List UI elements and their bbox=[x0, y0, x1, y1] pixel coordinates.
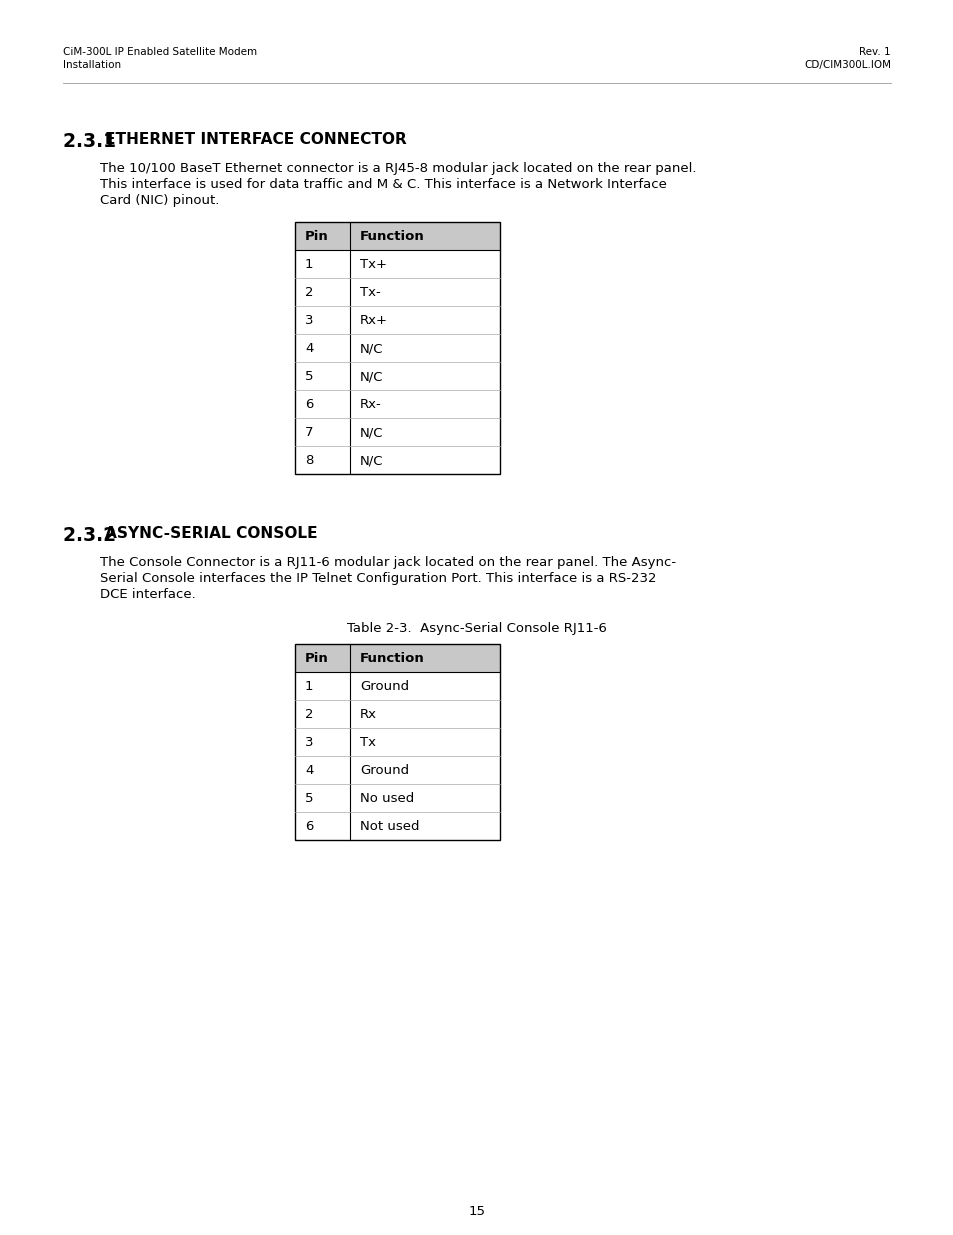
Text: Pin: Pin bbox=[305, 652, 329, 664]
Text: 1: 1 bbox=[305, 680, 314, 693]
Text: Serial Console interfaces the IP Telnet Configuration Port. This interface is a : Serial Console interfaces the IP Telnet … bbox=[100, 572, 656, 585]
Text: The Console Connector is a RJ11-6 modular jack located on the rear panel. The As: The Console Connector is a RJ11-6 modula… bbox=[100, 556, 676, 569]
Text: Tx+: Tx+ bbox=[359, 258, 387, 270]
Text: Installation: Installation bbox=[63, 61, 121, 70]
Text: 4: 4 bbox=[305, 764, 313, 777]
Text: 1: 1 bbox=[305, 258, 314, 270]
Text: Tx-: Tx- bbox=[359, 287, 380, 299]
Text: Function: Function bbox=[359, 652, 424, 664]
Text: Rx-: Rx- bbox=[359, 398, 381, 411]
Bar bbox=[294, 643, 499, 840]
Text: 8: 8 bbox=[305, 454, 313, 467]
Text: Table 2-3.  Async-Serial Console RJ11-6: Table 2-3. Async-Serial Console RJ11-6 bbox=[347, 622, 606, 635]
Text: No used: No used bbox=[359, 792, 414, 805]
Text: This interface is used for data traffic and M & C. This interface is a Network I: This interface is used for data traffic … bbox=[100, 178, 666, 191]
Text: N/C: N/C bbox=[359, 342, 383, 354]
Text: ETHERNET INTERFACE CONNECTOR: ETHERNET INTERFACE CONNECTOR bbox=[105, 132, 406, 147]
Text: 7: 7 bbox=[305, 426, 314, 438]
Text: 5: 5 bbox=[305, 370, 314, 383]
Text: 15: 15 bbox=[468, 1205, 485, 1218]
Text: ASYNC-SERIAL CONSOLE: ASYNC-SERIAL CONSOLE bbox=[105, 526, 317, 541]
Bar bbox=[294, 643, 499, 672]
Text: N/C: N/C bbox=[359, 370, 383, 383]
Text: N/C: N/C bbox=[359, 426, 383, 438]
Text: 2.3.1: 2.3.1 bbox=[63, 132, 122, 151]
Text: CiM-300L IP Enabled Satellite Modem: CiM-300L IP Enabled Satellite Modem bbox=[63, 47, 257, 57]
Text: Rx+: Rx+ bbox=[359, 314, 388, 327]
Text: Pin: Pin bbox=[305, 230, 329, 243]
Text: Rx: Rx bbox=[359, 708, 376, 721]
Text: Card (NIC) pinout.: Card (NIC) pinout. bbox=[100, 194, 219, 207]
Text: Ground: Ground bbox=[359, 680, 409, 693]
Text: Not used: Not used bbox=[359, 820, 419, 832]
Text: DCE interface.: DCE interface. bbox=[100, 588, 195, 601]
Text: 2: 2 bbox=[305, 287, 314, 299]
Text: Function: Function bbox=[359, 230, 424, 243]
Text: The 10/100 BaseT Ethernet connector is a RJ45-8 modular jack located on the rear: The 10/100 BaseT Ethernet connector is a… bbox=[100, 162, 696, 175]
Text: 6: 6 bbox=[305, 820, 313, 832]
Text: 2.3.2: 2.3.2 bbox=[63, 526, 123, 545]
Bar bbox=[294, 222, 499, 249]
Text: 3: 3 bbox=[305, 736, 314, 748]
Text: 6: 6 bbox=[305, 398, 313, 411]
Text: 4: 4 bbox=[305, 342, 313, 354]
Text: Ground: Ground bbox=[359, 764, 409, 777]
Text: 5: 5 bbox=[305, 792, 314, 805]
Text: 2: 2 bbox=[305, 708, 314, 721]
Text: N/C: N/C bbox=[359, 454, 383, 467]
Text: CD/CIM300L.IOM: CD/CIM300L.IOM bbox=[803, 61, 890, 70]
Text: Rev. 1: Rev. 1 bbox=[859, 47, 890, 57]
Bar bbox=[294, 222, 499, 474]
Text: Tx: Tx bbox=[359, 736, 375, 748]
Text: 3: 3 bbox=[305, 314, 314, 327]
